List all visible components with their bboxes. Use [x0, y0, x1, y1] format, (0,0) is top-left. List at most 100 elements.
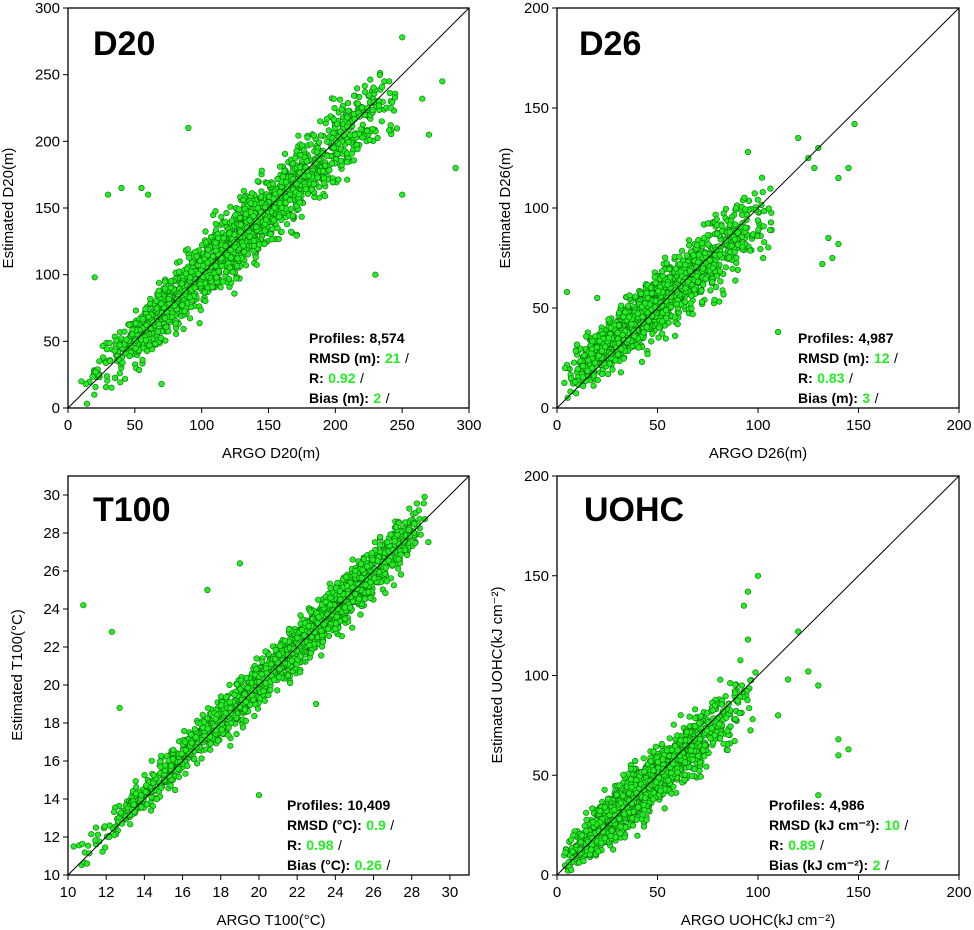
identity-line	[67, 7, 470, 409]
scatter-point	[590, 382, 597, 389]
scatter-point	[382, 589, 389, 597]
stat-rmsd-value: 12	[874, 350, 890, 366]
scatter-point	[755, 226, 762, 233]
identity-line	[556, 7, 960, 409]
scatter-point	[712, 283, 720, 291]
scatter-point	[344, 114, 351, 121]
stat-profiles-value: 8,574	[369, 330, 404, 346]
x-tick-label: 300	[456, 417, 481, 434]
scatter-point	[106, 339, 113, 347]
scatter-point	[634, 310, 641, 317]
scatter-point	[153, 796, 160, 803]
scatter-point	[376, 102, 383, 109]
scatter-point	[268, 236, 275, 243]
scatter-point	[659, 318, 666, 325]
scatter-point	[358, 104, 366, 111]
scatter-point	[146, 342, 153, 349]
scatter-point	[182, 270, 189, 277]
scatter-point	[180, 325, 187, 333]
scatter-point	[765, 244, 772, 251]
scatter-point	[179, 302, 186, 309]
scatter-point	[674, 321, 681, 328]
scatter-point	[267, 231, 274, 238]
scatter-point	[225, 275, 233, 283]
scatter-point	[330, 95, 337, 102]
scatter-point	[317, 118, 324, 125]
scatter-point	[202, 297, 209, 305]
scatter-point	[620, 313, 627, 321]
scatter-point	[212, 262, 219, 270]
scatter-point	[366, 136, 373, 144]
scatter-point	[596, 338, 603, 345]
stat-profiles-value: 4,987	[858, 330, 893, 346]
scatter-point	[226, 681, 233, 689]
scatter-point	[269, 180, 277, 187]
scatter-point	[640, 329, 647, 336]
scatter-point	[647, 284, 655, 291]
scatter-point	[325, 127, 332, 134]
scatter-point	[387, 122, 394, 129]
scatter-point	[425, 131, 433, 138]
scatter-point	[593, 344, 600, 351]
scatter-point	[158, 334, 165, 342]
scatter-point	[92, 368, 99, 376]
scatter-point	[104, 191, 112, 198]
scatter-point	[143, 347, 151, 355]
scatter-point	[671, 332, 679, 340]
scatter-point	[126, 321, 133, 329]
scatter-point	[96, 358, 103, 365]
y-axis-title: Estimated D26(m)	[497, 148, 514, 269]
scatter-point	[344, 99, 352, 107]
scatter-point	[615, 322, 623, 329]
scatter-point	[253, 224, 260, 231]
scatter-point	[197, 307, 204, 314]
scatter-point	[278, 228, 285, 235]
scatter-point	[304, 134, 311, 141]
scatter-point	[241, 248, 248, 255]
scatter-point	[106, 357, 114, 365]
scatter-point	[320, 175, 328, 182]
scatter-point	[212, 208, 219, 215]
scatter-point	[123, 336, 130, 343]
scatter-point	[698, 287, 705, 294]
stat-bias-value: 3	[862, 390, 870, 406]
scatter-point	[625, 302, 632, 309]
scatter-point	[214, 737, 221, 744]
scatter-point	[235, 206, 242, 213]
scatter-point	[155, 321, 162, 328]
scatter-point	[85, 842, 92, 849]
scatter-point	[395, 565, 402, 572]
scatter-point	[265, 692, 272, 699]
scatter-point	[165, 295, 172, 303]
scatter-point	[136, 366, 143, 374]
scatter-point	[689, 311, 696, 318]
scatter-point	[390, 582, 398, 589]
scatter-point	[172, 320, 179, 327]
scatter-point	[368, 549, 375, 557]
scatter-point	[283, 221, 291, 228]
scatter-point	[275, 235, 282, 243]
scatter-point	[281, 150, 289, 157]
scatter-point	[795, 134, 802, 142]
scatter-point	[754, 217, 762, 224]
scatter-point	[317, 132, 325, 139]
scatter-point	[361, 82, 368, 89]
scatter-point	[628, 321, 635, 328]
scatter-point	[218, 263, 225, 270]
scatter-point	[350, 92, 358, 99]
y-tick-label: 0	[52, 400, 60, 417]
scatter-point	[619, 331, 626, 339]
x-tick-label: 250	[390, 417, 415, 434]
scatter-point	[716, 268, 724, 275]
scatter-point	[673, 301, 680, 308]
scatter-point	[182, 770, 189, 777]
scatter-point	[158, 752, 165, 759]
scatter-point	[293, 147, 300, 155]
scatter-point	[698, 298, 706, 306]
stat-r-value: 0.83	[817, 370, 844, 386]
scatter-point	[132, 320, 139, 327]
scatter-point	[393, 125, 401, 132]
scatter-point	[563, 288, 571, 296]
scatter-point	[370, 84, 377, 91]
scatter-point	[702, 275, 709, 282]
